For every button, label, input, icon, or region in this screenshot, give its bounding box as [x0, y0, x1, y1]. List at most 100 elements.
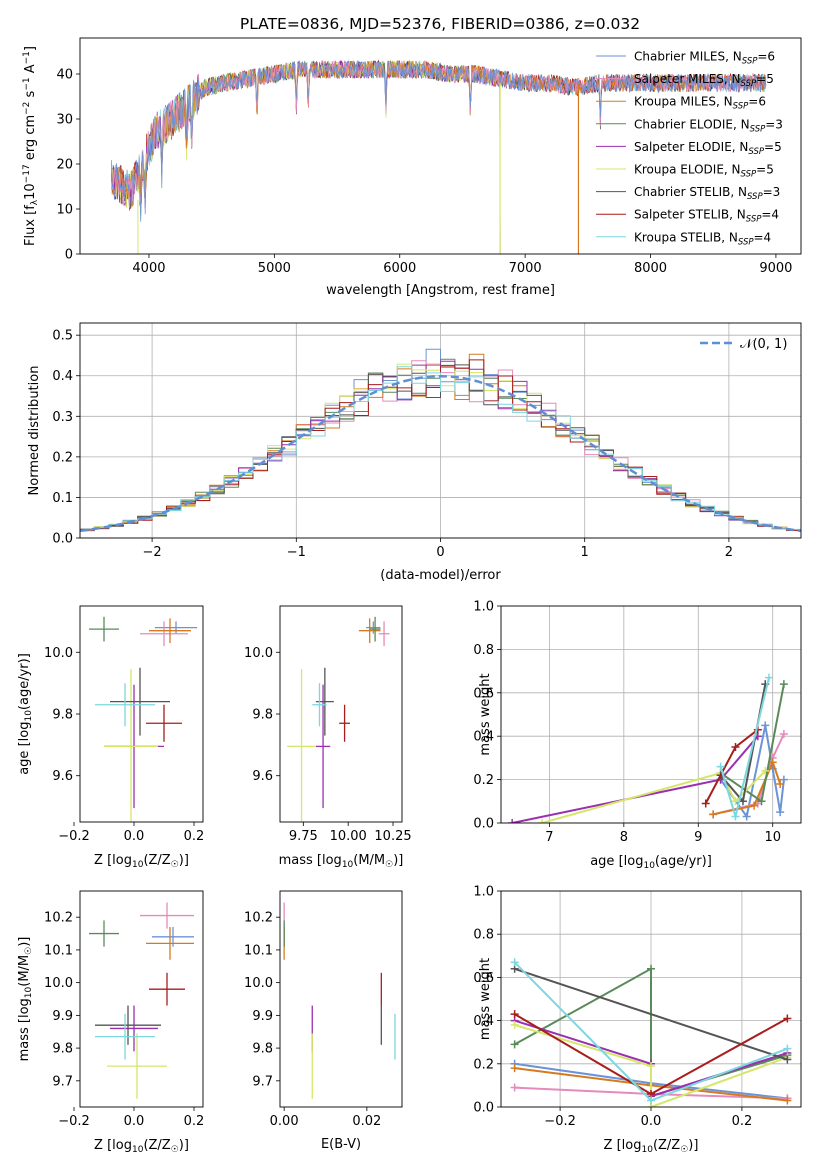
x-tick-label: −0.2 — [58, 1114, 90, 1129]
y-axis-label: Normed distribution — [27, 366, 42, 496]
y-tick-label: 0.2 — [473, 1057, 494, 1072]
y-tick-label: 9.9 — [52, 1009, 73, 1024]
x-axis-label: (data-model)/error — [380, 568, 501, 583]
residuals-legend: 𝒩(0, 1) — [700, 337, 787, 352]
residuals-plot-area — [80, 323, 801, 538]
series-marker-salpeter-stelib — [510, 1010, 519, 1019]
x-tick-label: 0.2 — [732, 1114, 753, 1129]
x-axis-label: E(B-V) — [321, 1137, 361, 1152]
y-axis-label: Flux [fλ10−17 erg cm−2 s−1 A−1] — [22, 46, 40, 246]
y-tick-label: 10.1 — [244, 943, 273, 958]
weight_vs_age-panel: 7 8 9 10 0.0 0.2 0.4 0.6 0.8 1.0 age [log10(age/yr… — [473, 600, 802, 871]
y-tick-label: 0.6 — [473, 971, 494, 986]
series-line-kroupa-elodie — [541, 770, 767, 823]
weight_vs_Z-panel: −0.2 0.0 0.2 0.0 0.2 0.4 0.6 0.8 1.0 Z [log10(Z/Z… — [473, 885, 802, 1155]
x-tick-label: 7 — [545, 830, 553, 845]
age_vs_Z-plot-area — [89, 616, 197, 822]
y-tick-label: 0.0 — [52, 532, 73, 547]
y-tick-label: 9.8 — [52, 708, 73, 723]
series-line-chabrier-elodie — [514, 967, 788, 1098]
x-tick-label: 0.0 — [641, 1114, 662, 1129]
y-tick-label: 9.8 — [252, 1042, 273, 1057]
x-tick-label: 8 — [620, 830, 628, 845]
spectrum-line-chabrier-miles — [110, 59, 767, 222]
y-tick-label: 9.6 — [52, 769, 73, 784]
series-marker-kroupa-stelib — [783, 1044, 792, 1053]
spectrum-frame — [79, 37, 802, 255]
x-tick-label: −2 — [143, 545, 162, 560]
spectrum-plot-area — [110, 59, 767, 254]
x-axis-label: mass [log10(M/M☉)] — [279, 853, 404, 870]
series-marker-kroupa-miles — [510, 1064, 519, 1073]
series-marker-kroupa-elodie — [537, 819, 546, 823]
mass_vs_Z-frame — [79, 890, 204, 1108]
y-tick-label: 0.3 — [52, 410, 73, 425]
series-marker-kroupa-miles — [783, 1096, 792, 1105]
series-marker-salpeter-miles — [779, 730, 788, 739]
y-tick-label: 0.0 — [473, 1101, 494, 1116]
age_vs_mass-plot-area — [287, 616, 390, 822]
y-tick-label: 10.1 — [44, 943, 73, 958]
series-marker-chabrier-miles — [776, 808, 785, 817]
y-tick-label: 0.4 — [473, 1014, 494, 1029]
y-axis-label: mass weight — [478, 673, 493, 755]
residuals-panel: −2 −1 0 1 2 0.0 0.1 0.2 0.3 0.4 0.5 (data-model)/er… — [27, 322, 802, 583]
mass_vs_Z-panel: −0.2 0.0 0.2 9.7 9.8 9.9 10.0 10.1 10.2 Z [log10(… — [17, 890, 205, 1155]
x-tick-label: 0.2 — [184, 1114, 205, 1129]
y-tick-label: 40 — [56, 68, 73, 83]
series-marker-chabrier-stelib — [783, 1055, 792, 1064]
y-tick-label: 0.8 — [473, 643, 494, 658]
series-marker-salpeter-elodie — [508, 819, 517, 823]
weight_vs_Z-plot-area — [501, 891, 801, 1107]
series-marker-kroupa-stelib — [731, 812, 740, 821]
age_vs_mass-frame — [279, 605, 403, 823]
y-tick-label: 10.2 — [244, 911, 273, 926]
y-tick-label: 0.4 — [52, 369, 73, 384]
y-tick-label: 9.9 — [252, 1009, 273, 1024]
y-axis-label: age [log10(age/yr)] — [17, 653, 34, 775]
series-marker-salpeter-stelib — [701, 799, 710, 808]
x-tick-label: 9.75 — [289, 829, 318, 844]
x-axis-label: Z [log10(Z/Z☉)] — [94, 1138, 189, 1155]
legend-entry-chabrier-elodie: Chabrier ELODIE, NSSP=3 — [634, 117, 783, 134]
series-marker-kroupa-elodie — [510, 1020, 519, 1029]
legend-entry-gauss: 𝒩(0, 1) — [740, 337, 787, 352]
x-tick-label: 0.00 — [270, 1114, 299, 1129]
spectrum-legend: Chabrier MILES, NSSP=6 Salpeter MILES, NS… — [596, 50, 783, 247]
y-tick-label: 0.4 — [473, 730, 494, 745]
series-marker-salpeter-miles — [510, 1083, 519, 1092]
series-marker-chabrier-miles — [761, 721, 770, 730]
x-tick-label: 10.25 — [374, 829, 411, 844]
x-tick-label: 2 — [725, 545, 733, 560]
series-line-kroupa-elodie — [514, 1023, 788, 1107]
legend-entry-kroupa-stelib: Kroupa STELIB, NSSP=4 — [634, 230, 771, 247]
x-tick-label: 10.00 — [330, 829, 367, 844]
residuals-frame — [79, 322, 802, 539]
age_vs_mass-panel: 9.75 10.00 10.25 9.6 9.8 10.0 mass [log10(M/M☉… — [244, 605, 412, 870]
x-tick-label: 9 — [694, 830, 702, 845]
y-tick-label: 9.7 — [52, 1074, 73, 1089]
y-tick-label: 0.5 — [52, 329, 73, 344]
y-tick-label: 1.0 — [473, 885, 494, 900]
x-tick-label: 4000 — [132, 261, 165, 276]
y-tick-label: 9.6 — [252, 769, 273, 784]
legend-entry-chabrier-stelib: Chabrier STELIB, NSSP=3 — [634, 185, 780, 202]
y-tick-label: 0.8 — [473, 928, 494, 943]
x-tick-label: 7000 — [509, 261, 542, 276]
series-marker-kroupa-stelib — [510, 958, 519, 967]
mass_vs_Z-plot-area — [89, 902, 194, 1099]
mass_vs_ebv-plot-area — [283, 902, 396, 1099]
spectrum-line-chabrier-elodie — [110, 60, 500, 216]
series-line-chabrier-miles — [719, 725, 785, 819]
y-tick-label: 9.8 — [252, 708, 273, 723]
y-tick-label: 10.0 — [244, 646, 273, 661]
age_vs_Z-frame — [79, 605, 204, 823]
series-marker-salpeter-stelib — [731, 743, 740, 752]
x-axis-label: Z [log10(Z/Z☉)] — [94, 853, 189, 870]
spectrum-panel: 4000 5000 6000 7000 8000 9000 0 10 20 30 40 wavelen… — [22, 37, 802, 298]
y-axis-label: mass weight — [478, 958, 493, 1040]
y-tick-label: 0.1 — [52, 491, 73, 506]
y-tick-label: 0.2 — [473, 773, 494, 788]
x-tick-label: −0.2 — [58, 829, 90, 844]
